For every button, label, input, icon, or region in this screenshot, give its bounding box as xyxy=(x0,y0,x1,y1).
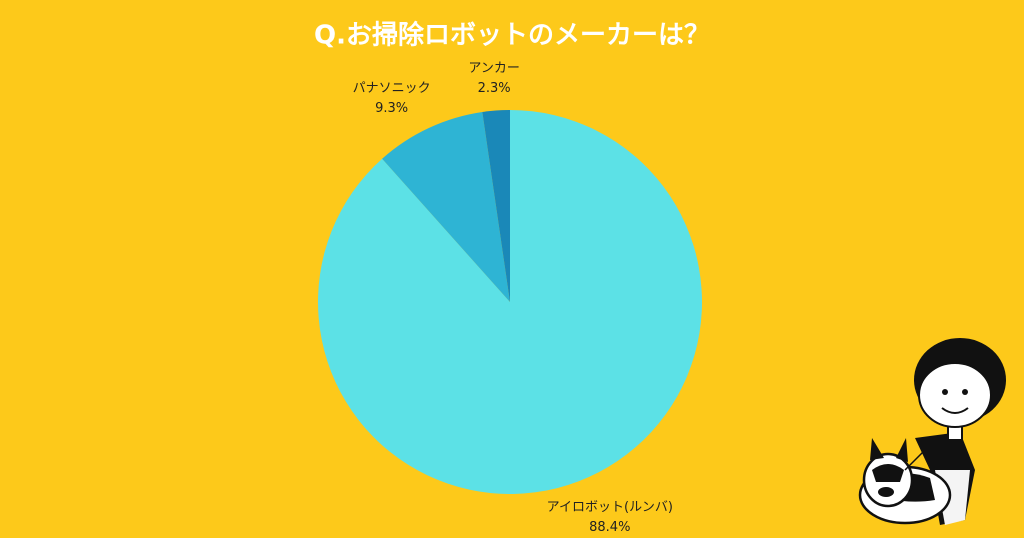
chart-title: Q.お掃除ロボットのメーカーは？ xyxy=(314,20,710,51)
pie-slice xyxy=(382,112,510,302)
slice-label: アンカー xyxy=(468,61,519,76)
pie-slice xyxy=(318,110,702,495)
slice-value-label: 88.4% xyxy=(589,520,630,535)
pie-slice xyxy=(482,110,510,302)
slice-label: アイロボット(ルンバ) xyxy=(547,500,673,515)
slice-value-label: 9.3% xyxy=(375,101,408,116)
slice-value-label: 2.3% xyxy=(478,81,511,96)
illustration xyxy=(858,338,1006,525)
slice-label: パナソニック xyxy=(353,81,431,96)
